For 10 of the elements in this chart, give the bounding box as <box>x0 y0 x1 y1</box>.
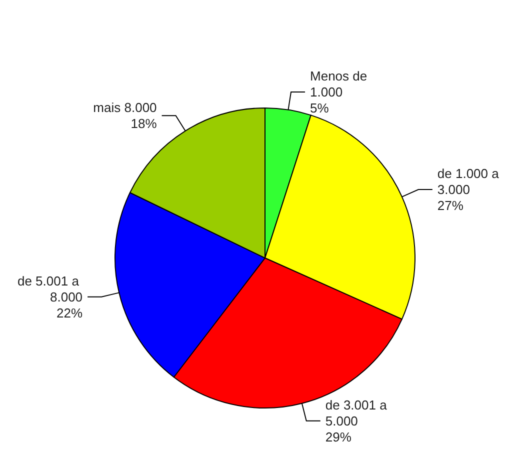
slice-label: Menos de 1.000 <box>310 68 371 100</box>
slice-label: de 5.001 a 8.000 <box>17 273 83 304</box>
slice-label: mais 8.000 <box>93 100 157 116</box>
data-label: 5% <box>310 100 330 116</box>
data-label: 22% <box>56 305 83 320</box>
data-label: 29% <box>325 429 352 444</box>
slice-label: de 3.001 a 5.000 <box>325 397 390 428</box>
data-label: 27% <box>437 198 464 214</box>
slice-label: de 1.000 a 3.000 <box>437 166 502 198</box>
data-label: 18% <box>130 116 158 132</box>
